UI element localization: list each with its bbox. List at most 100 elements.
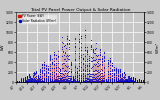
Point: [18, 80, 20, 82]
Point: [100, 64, 103, 65]
Point: [32, 72, 35, 74]
Point: [36, 77, 39, 79]
Point: [124, 80, 126, 81]
Point: [121, 73, 124, 75]
Point: [112, 81, 115, 82]
Point: [36, 80, 39, 82]
Point: [26, 75, 29, 77]
Point: [129, 79, 132, 80]
Point: [61, 67, 64, 68]
Point: [28, 73, 31, 75]
Point: [105, 79, 107, 81]
Point: [83, 81, 86, 82]
Point: [57, 77, 60, 79]
Point: [109, 72, 112, 74]
Point: [24, 81, 27, 82]
Point: [78, 38, 80, 40]
Point: [47, 67, 49, 69]
Point: [134, 79, 136, 81]
Point: [123, 71, 126, 73]
Point: [63, 78, 65, 80]
Point: [16, 81, 18, 82]
Point: [57, 81, 59, 82]
Point: [80, 79, 83, 81]
Point: [67, 78, 70, 79]
Point: [49, 58, 51, 59]
Point: [88, 70, 90, 72]
Point: [140, 80, 142, 82]
Point: [73, 65, 76, 67]
Point: [50, 81, 53, 82]
Point: [43, 81, 46, 82]
Point: [62, 80, 64, 81]
Point: [77, 79, 80, 81]
Point: [45, 66, 47, 67]
Point: [67, 65, 70, 66]
Point: [66, 78, 68, 79]
Point: [55, 80, 57, 82]
Point: [121, 80, 123, 82]
Point: [51, 80, 54, 81]
Point: [133, 77, 136, 78]
Point: [140, 80, 142, 81]
Point: [132, 81, 134, 82]
Point: [113, 74, 115, 76]
Point: [103, 52, 105, 53]
Point: [43, 77, 45, 79]
Point: [109, 80, 112, 81]
Point: [142, 80, 144, 82]
Point: [64, 80, 66, 81]
Point: [53, 71, 55, 73]
Point: [128, 79, 130, 81]
Point: [92, 48, 95, 50]
Point: [98, 80, 100, 81]
Point: [137, 81, 140, 82]
Point: [96, 72, 99, 73]
Point: [26, 78, 29, 79]
Point: [84, 75, 86, 76]
Point: [94, 79, 96, 80]
Point: [18, 80, 20, 82]
Point: [35, 81, 37, 82]
Point: [121, 73, 124, 75]
Point: [79, 75, 82, 77]
Point: [47, 68, 49, 70]
Point: [44, 80, 47, 82]
Point: [137, 80, 140, 81]
Point: [92, 70, 95, 72]
Point: [99, 76, 101, 78]
Point: [69, 80, 72, 81]
Point: [18, 81, 20, 82]
Point: [40, 65, 43, 66]
Point: [109, 58, 111, 59]
Point: [82, 75, 85, 77]
Point: [39, 71, 41, 72]
Point: [96, 66, 99, 67]
Point: [103, 56, 105, 58]
Point: [121, 73, 124, 74]
Point: [88, 59, 91, 60]
Point: [78, 77, 81, 79]
Point: [88, 62, 91, 64]
Point: [45, 64, 47, 66]
Point: [68, 68, 70, 69]
Point: [75, 75, 78, 76]
Point: [96, 72, 99, 73]
Point: [125, 79, 128, 81]
Point: [121, 74, 124, 75]
Point: [93, 81, 95, 82]
Point: [115, 81, 118, 82]
Point: [106, 78, 109, 80]
Point: [84, 60, 87, 62]
Point: [94, 80, 96, 81]
Point: [45, 71, 47, 73]
Point: [111, 75, 114, 76]
Point: [73, 47, 76, 48]
Point: [138, 79, 140, 80]
Point: [34, 79, 37, 80]
Point: [131, 78, 134, 80]
Point: [79, 79, 82, 81]
Point: [35, 80, 37, 81]
Point: [77, 58, 80, 59]
Point: [136, 80, 138, 82]
